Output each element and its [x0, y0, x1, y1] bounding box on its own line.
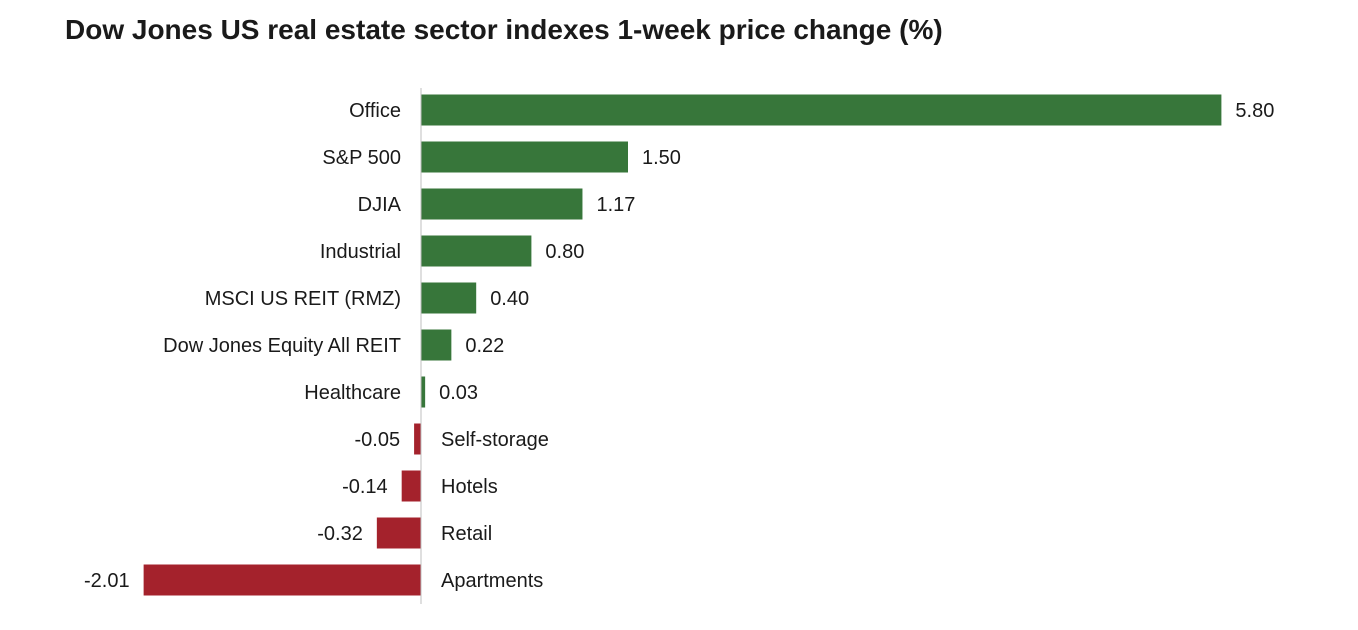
bar-djia	[421, 188, 583, 220]
value-label-office: 5.80	[1235, 100, 1274, 122]
bar-healthcare	[421, 376, 426, 408]
category-label-retail: Retail	[441, 523, 492, 545]
value-label-retail: -0.32	[317, 523, 363, 545]
category-label-office: Office	[349, 100, 401, 122]
bar-msci-us-reit-rmz	[421, 282, 477, 314]
value-label-s-p-500: 1.50	[642, 147, 681, 169]
bar-office	[421, 94, 1222, 126]
bar-dow-jones-equity-all-reit	[421, 329, 452, 361]
category-label-dow-jones-equity-all-reit: Dow Jones Equity All REIT	[163, 335, 401, 357]
bar-apartments	[143, 564, 421, 596]
category-label-healthcare: Healthcare	[304, 382, 401, 404]
chart-title: Dow Jones US real estate sector indexes …	[65, 14, 943, 45]
value-label-apartments: -2.01	[84, 570, 130, 592]
bar-retail	[376, 517, 421, 549]
category-label-s-p-500: S&P 500	[322, 147, 401, 169]
bars-group	[143, 94, 1222, 596]
value-label-self-storage: -0.05	[355, 429, 401, 451]
value-label-healthcare: 0.03	[439, 382, 478, 404]
value-label-industrial: 0.80	[545, 241, 584, 263]
value-label-msci-us-reit-rmz: 0.40	[490, 288, 529, 310]
labels-group: Office 5.80 S&P 500 1.50 DJIA 1.17 Industrial 0…	[84, 100, 1274, 592]
category-label-hotels: Hotels	[441, 476, 498, 498]
category-label-msci-us-reit-rmz: MSCI US REIT (RMZ)	[205, 288, 401, 310]
bar-s-p-500	[421, 141, 628, 173]
category-label-apartments: Apartments	[441, 570, 543, 592]
bar-self-storage	[414, 423, 421, 455]
bar-hotels	[401, 470, 421, 502]
value-label-djia: 1.17	[596, 194, 635, 216]
value-label-hotels: -0.14	[342, 476, 388, 498]
category-label-djia: DJIA	[358, 194, 402, 216]
category-label-industrial: Industrial	[320, 241, 401, 263]
category-label-self-storage: Self-storage	[441, 429, 549, 451]
bar-industrial	[421, 235, 532, 267]
value-label-dow-jones-equity-all-reit: 0.22	[465, 335, 504, 357]
